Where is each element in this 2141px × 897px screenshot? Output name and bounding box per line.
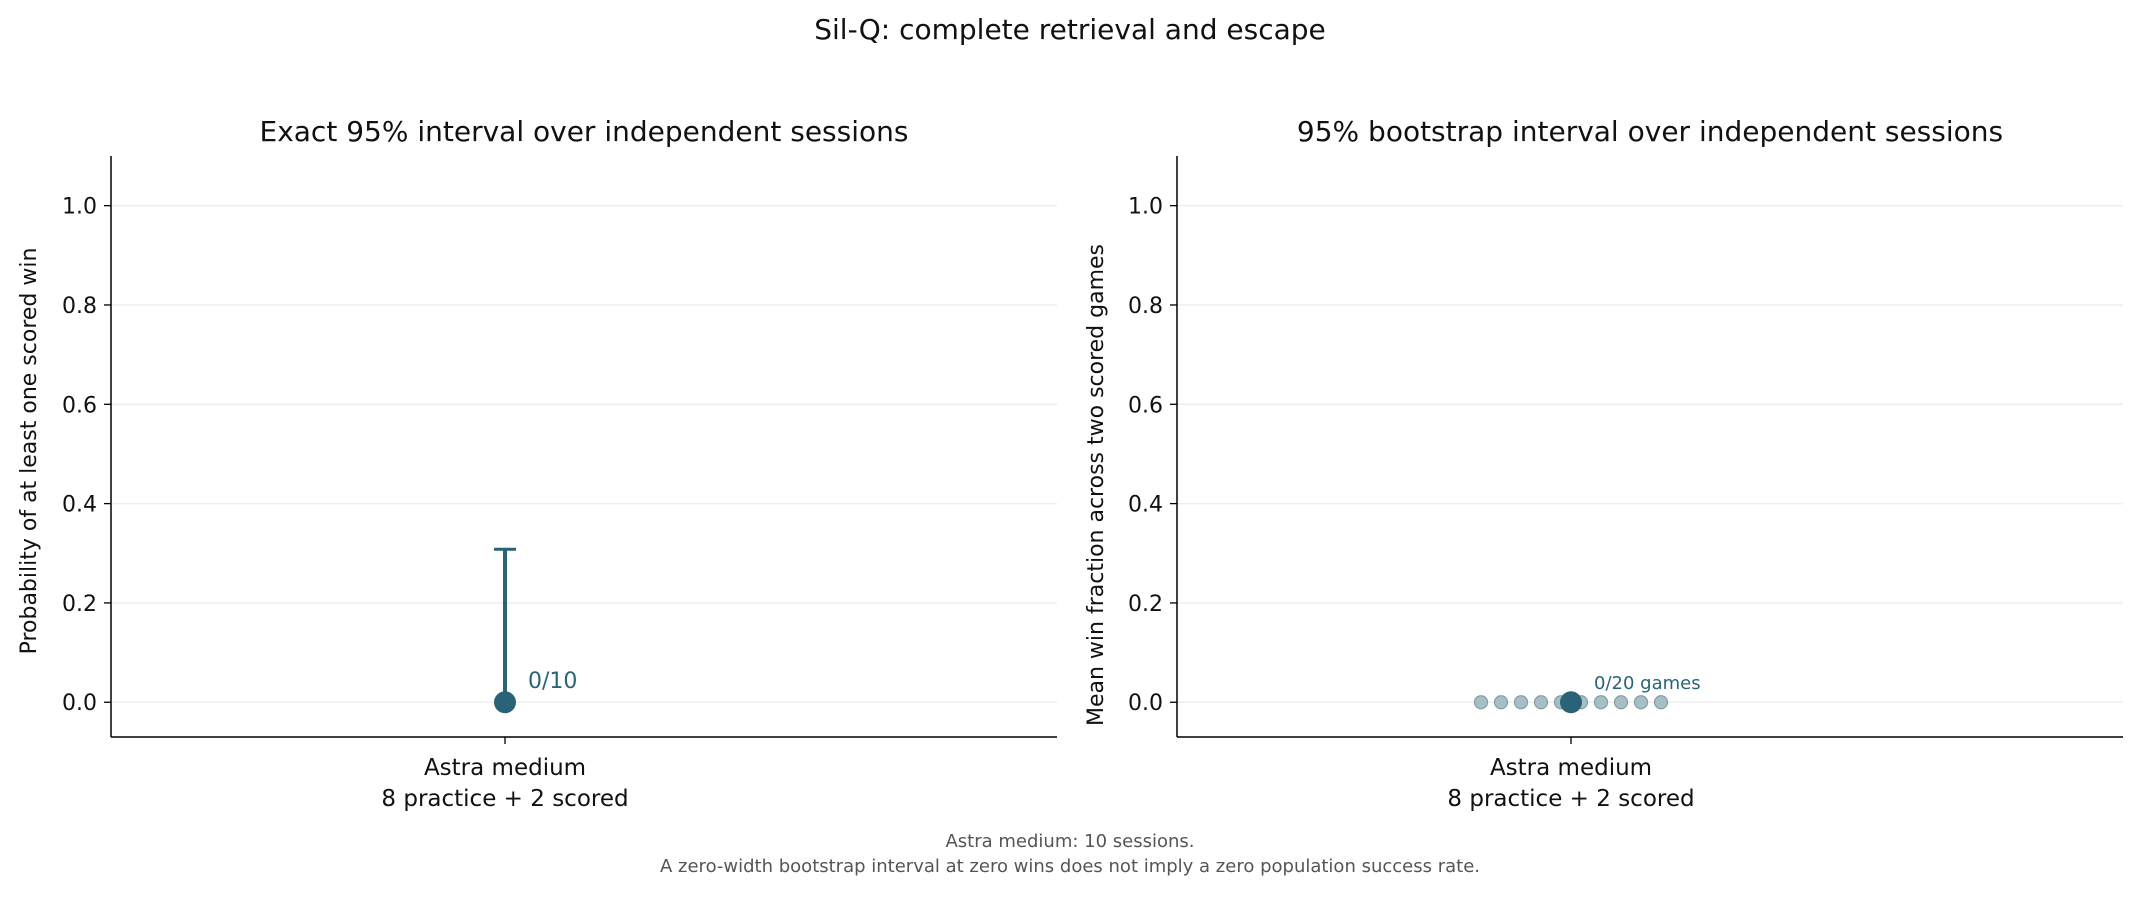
y-axis-label: Mean win fraction across two scored game… (1084, 244, 1109, 726)
session-dot (1613, 695, 1629, 710)
y-tick-label: 0.0 (1128, 691, 1163, 716)
footnote-line2: A zero-width bootstrap interval at zero … (660, 856, 1480, 877)
session-dot (1473, 695, 1489, 710)
session-dot (1593, 695, 1609, 710)
session-dot (1513, 695, 1529, 710)
session-dot (1633, 695, 1649, 710)
y-tick-label: 0.8 (62, 294, 97, 319)
y-tick-label: 0.8 (1128, 294, 1163, 319)
session-dot (1493, 695, 1509, 710)
panel-bootstrap-interval: 95% bootstrap interval over independent … (1084, 115, 2123, 812)
y-tick-label: 0.2 (1128, 592, 1163, 617)
point-label: 0/20 games (1594, 673, 1701, 694)
y-tick-label: 0.6 (1128, 393, 1163, 418)
y-axis-label: Probability of at least one scored win (17, 248, 42, 655)
point-estimate (494, 691, 516, 714)
y-tick-label: 0.0 (62, 691, 97, 716)
y-tick-label: 0.4 (1128, 493, 1163, 518)
x-category-label-line2: 8 practice + 2 scored (381, 786, 628, 812)
x-category-label-line2: 8 practice + 2 scored (1447, 786, 1694, 812)
y-tick-label: 0.2 (62, 592, 97, 617)
x-category-label-line1: Astra medium (1490, 755, 1652, 781)
session-dot (1653, 695, 1669, 710)
panel-title: 95% bootstrap interval over independent … (1297, 115, 2003, 148)
x-category-label-line1: Astra medium (424, 755, 586, 781)
point-label: 0/10 (528, 669, 577, 694)
y-tick-label: 0.4 (62, 493, 97, 518)
panel-exact-interval: Exact 95% interval over independent sess… (17, 115, 1057, 812)
figure-title: Sil-Q: complete retrieval and escape (814, 13, 1326, 46)
session-dot (1533, 695, 1549, 710)
panel-title: Exact 95% interval over independent sess… (260, 115, 909, 148)
y-tick-label: 1.0 (1128, 195, 1163, 220)
y-tick-label: 1.0 (62, 195, 97, 220)
point-estimate (1560, 691, 1582, 714)
y-tick-label: 0.6 (62, 393, 97, 418)
footnote-line1: Astra medium: 10 sessions. (945, 831, 1194, 852)
